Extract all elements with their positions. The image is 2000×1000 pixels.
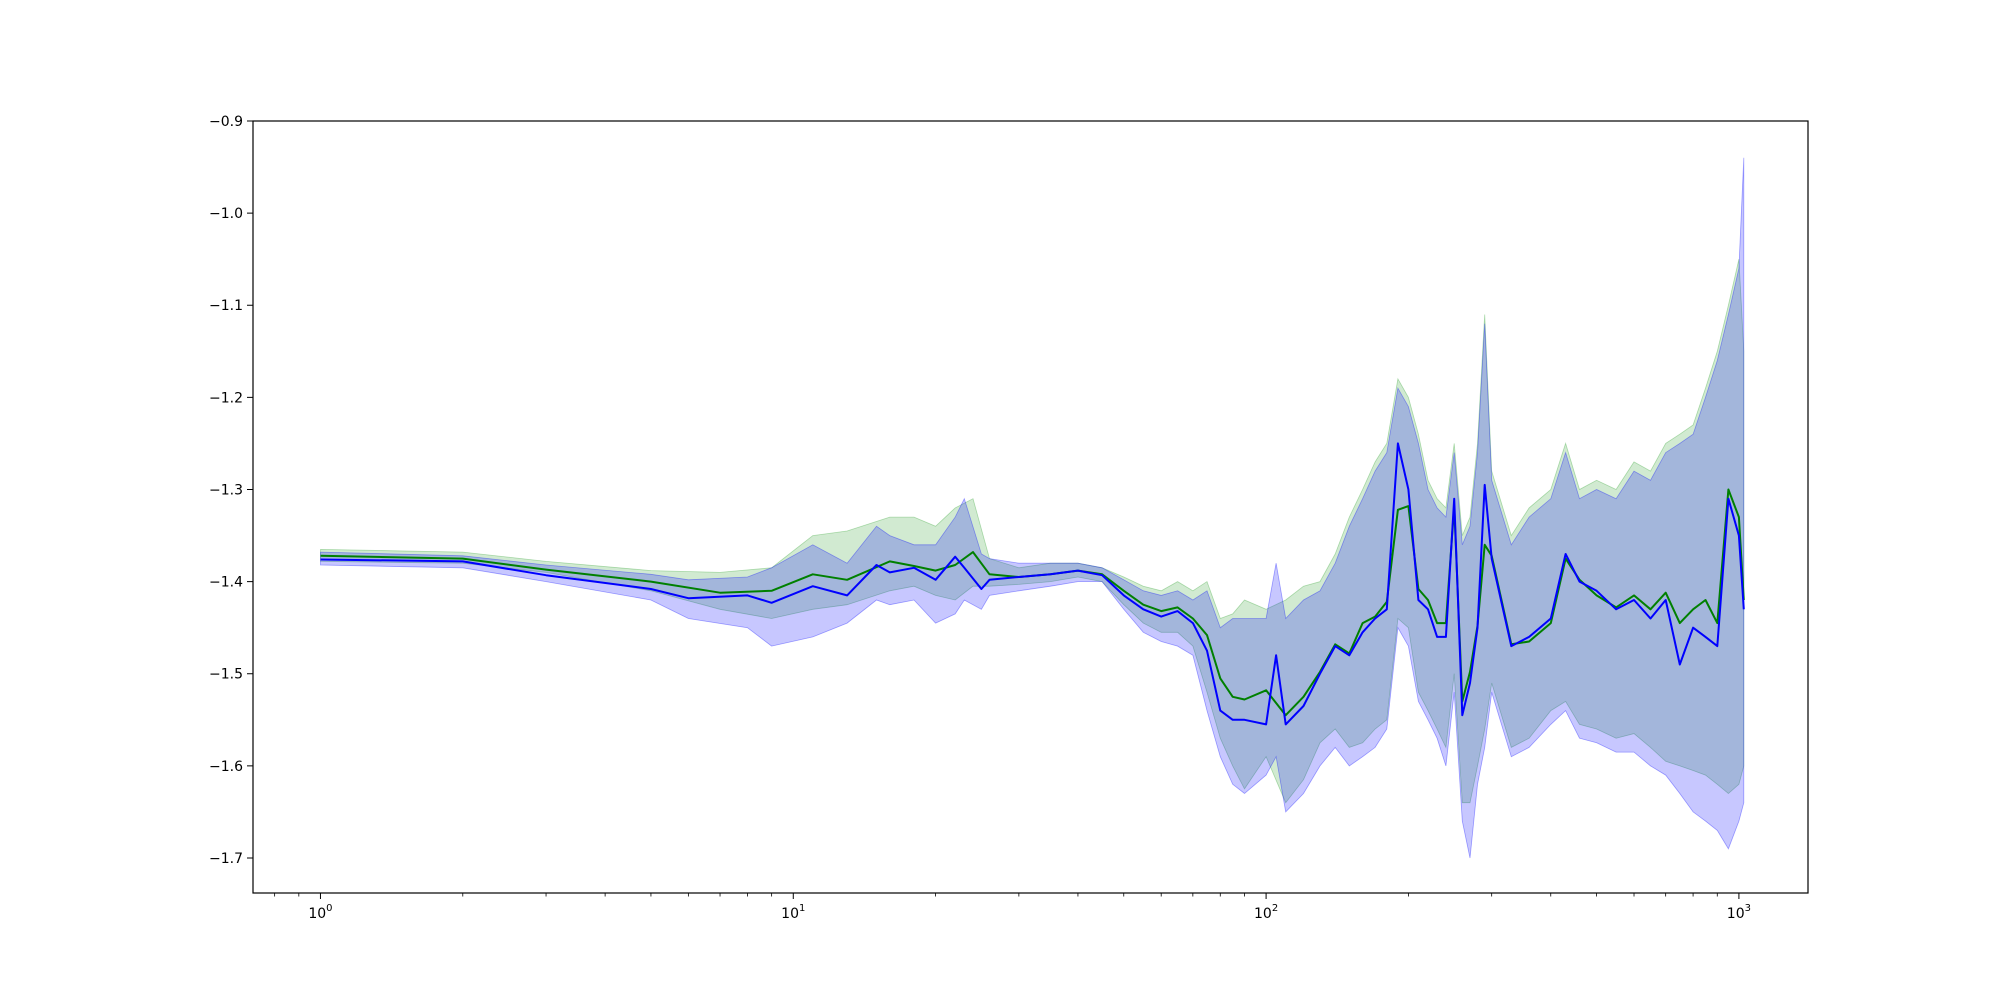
y-tick-label: −1.5 — [209, 667, 243, 683]
y-axis: −0.9 −1.0 −1.1 −1.2 −1.3 −1.4 −1.5 −1.6 −1.7 — [209, 114, 253, 867]
series-1-band — [320, 157, 1745, 859]
series-1-line — [320, 442, 1745, 726]
y-tick-label: −1.1 — [209, 298, 243, 314]
series-0-band — [320, 259, 1745, 804]
confidence-bands — [320, 157, 1745, 859]
y-tick-label: −1.0 — [209, 206, 243, 222]
y-tick-label: −1.4 — [209, 575, 243, 591]
x-axis: 100 101 102 103 — [274, 893, 1751, 922]
y-tick-label: −1.6 — [209, 759, 243, 775]
x-tick-label: 100 — [308, 903, 332, 922]
x-tick-label: 103 — [1727, 903, 1751, 922]
x-tick-label: 102 — [1254, 903, 1278, 922]
series-lines — [320, 442, 1745, 726]
y-tick-label: −1.2 — [209, 390, 243, 406]
x-tick-label: 101 — [781, 903, 805, 922]
y-tick-label: −1.3 — [209, 482, 243, 498]
plot-frame — [252, 120, 1809, 894]
y-tick-label: −1.7 — [209, 851, 243, 867]
y-tick-label: −0.9 — [209, 114, 243, 130]
